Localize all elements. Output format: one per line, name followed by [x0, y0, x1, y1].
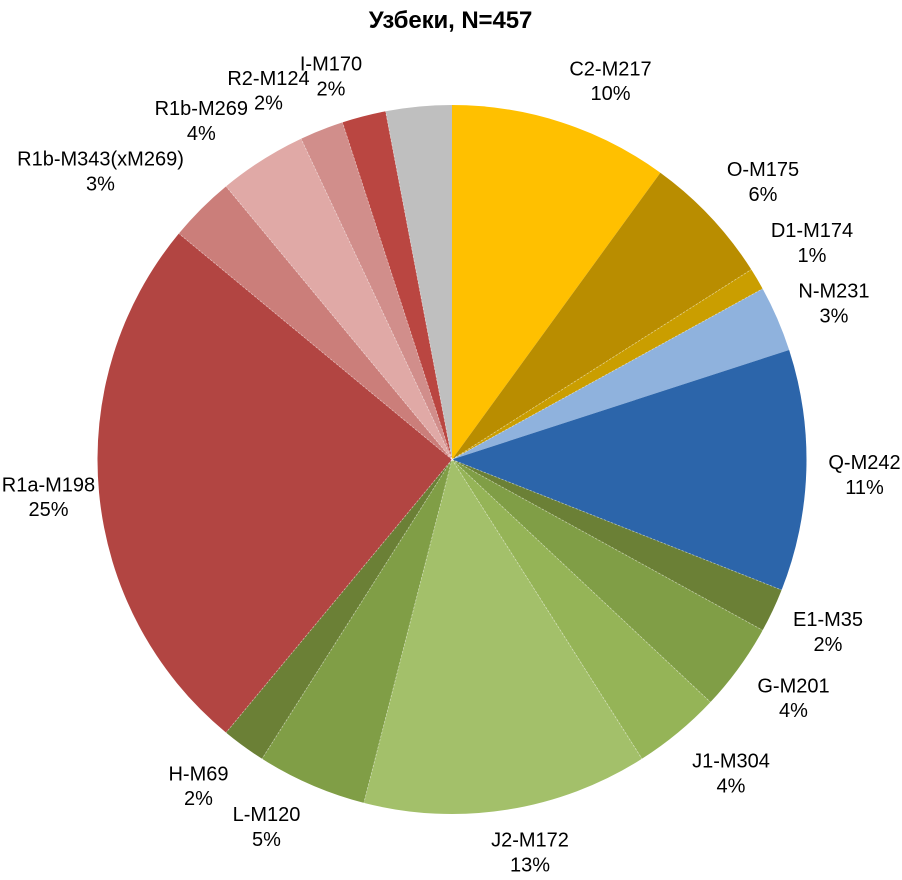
- svg-text:4%: 4%: [187, 123, 216, 145]
- svg-text:D1-M174: D1-M174: [771, 220, 853, 242]
- svg-text:2%: 2%: [317, 78, 346, 100]
- svg-text:Q-M242: Q-M242: [828, 452, 900, 474]
- svg-text:3%: 3%: [820, 305, 849, 327]
- svg-text:13%: 13%: [510, 855, 550, 876]
- svg-text:11%: 11%: [845, 477, 884, 499]
- svg-text:N-M231: N-M231: [798, 281, 869, 303]
- svg-text:4%: 4%: [779, 700, 808, 722]
- svg-text:C2-M217: C2-M217: [569, 58, 651, 80]
- svg-text:Узбеки, N=457: Узбеки, N=457: [369, 7, 532, 34]
- svg-text:J1-M304: J1-M304: [692, 751, 770, 773]
- svg-text:I-M170: I-M170: [300, 54, 362, 76]
- svg-text:R1b-M343(xM269): R1b-M343(xM269): [17, 149, 184, 171]
- svg-text:H-M69: H-M69: [168, 763, 228, 785]
- svg-text:E1-M35: E1-M35: [793, 609, 863, 631]
- svg-text:4%: 4%: [717, 775, 746, 797]
- svg-text:25%: 25%: [28, 499, 68, 521]
- svg-text:J2-M172: J2-M172: [491, 830, 569, 852]
- svg-text:O-M175: O-M175: [727, 159, 799, 181]
- svg-text:R1b-M269: R1b-M269: [155, 98, 248, 120]
- svg-text:10%: 10%: [590, 83, 630, 105]
- svg-text:3%: 3%: [86, 174, 115, 196]
- svg-text:L-M120: L-M120: [233, 804, 301, 826]
- svg-text:G-M201: G-M201: [757, 675, 829, 697]
- svg-text:2%: 2%: [254, 93, 283, 115]
- svg-text:R1a-M198: R1a-M198: [2, 474, 95, 496]
- svg-text:R2-M124: R2-M124: [227, 68, 309, 90]
- svg-text:5%: 5%: [252, 829, 281, 851]
- svg-text:2%: 2%: [184, 788, 213, 810]
- svg-text:2%: 2%: [814, 634, 843, 656]
- svg-text:1%: 1%: [798, 245, 827, 267]
- svg-text:6%: 6%: [749, 184, 778, 206]
